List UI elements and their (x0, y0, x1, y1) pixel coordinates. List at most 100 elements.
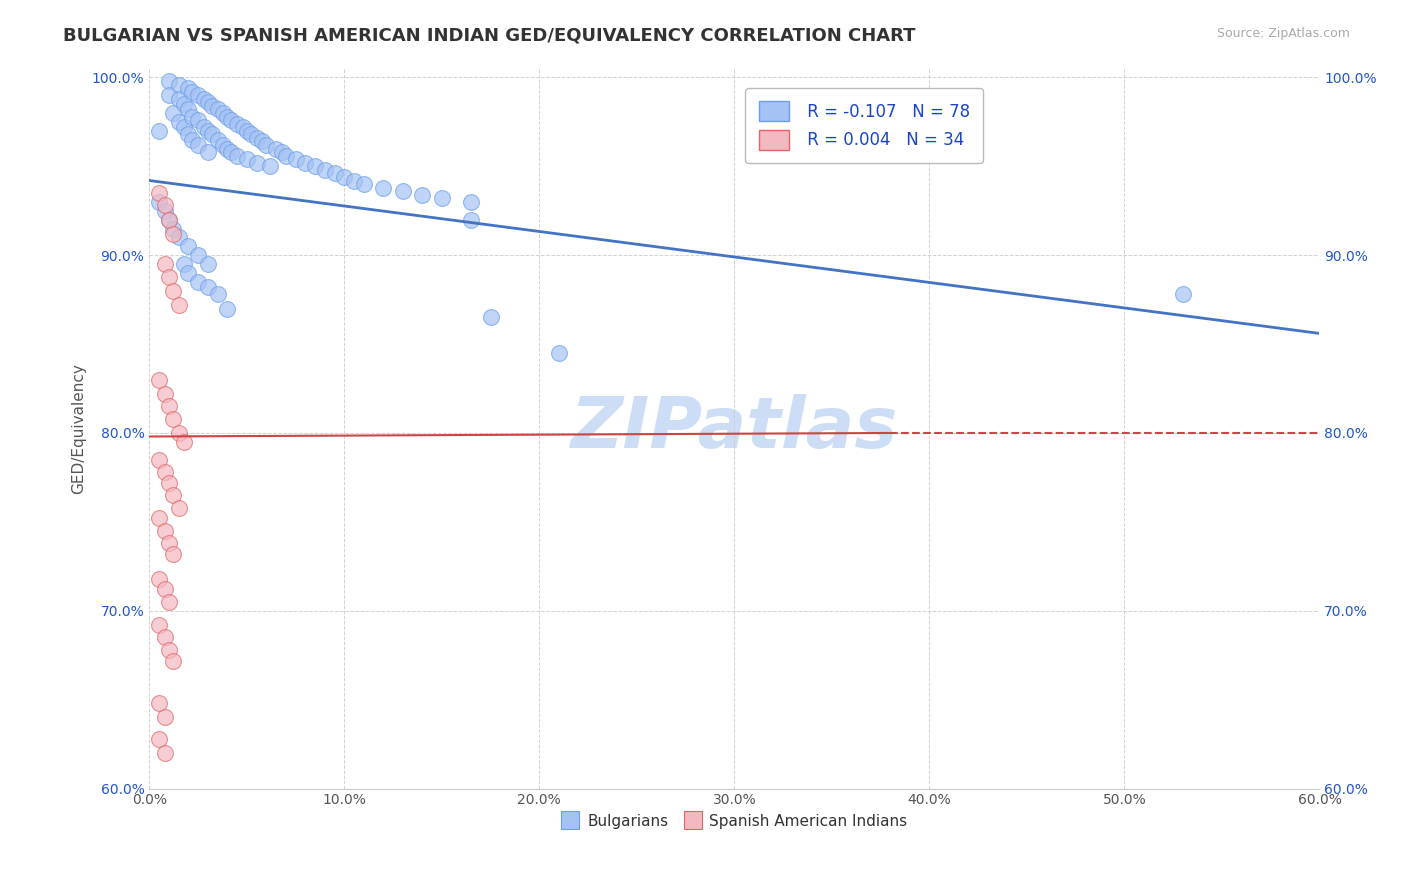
Point (148, 618, 170, 632)
Point (274, 148, 297, 162)
Point (148, 452, 170, 467)
Point (173, 120, 195, 135)
Point (193, 120, 215, 135)
Point (236, 152, 259, 166)
Point (479, 310, 502, 325)
Point (430, 191, 453, 205)
Point (162, 221, 184, 235)
Point (259, 159, 281, 173)
Point (236, 124, 259, 138)
Point (167, 78, 190, 92)
Point (167, 425, 190, 440)
Point (217, 110, 239, 124)
Point (207, 287, 229, 301)
Point (323, 166, 346, 180)
Point (162, 653, 184, 667)
Point (167, 115, 190, 129)
Point (148, 186, 170, 200)
Point (212, 138, 235, 153)
Point (162, 411, 184, 425)
Point (207, 133, 229, 147)
Point (181, 85, 204, 99)
Point (157, 399, 180, 413)
Point (181, 133, 204, 147)
Point (177, 103, 200, 117)
Point (343, 173, 366, 187)
Point (187, 248, 209, 262)
Point (148, 373, 170, 387)
Point (252, 135, 274, 149)
Point (153, 582, 176, 597)
Point (157, 269, 180, 284)
Point (167, 230, 190, 244)
Point (207, 103, 229, 117)
Point (153, 524, 176, 538)
Point (460, 212, 482, 227)
Point (162, 284, 184, 298)
Point (201, 128, 224, 142)
Text: Source: ZipAtlas.com: Source: ZipAtlas.com (1216, 27, 1350, 40)
Point (197, 257, 219, 271)
Point (219, 145, 242, 159)
Point (391, 184, 413, 198)
Point (162, 488, 184, 502)
Point (232, 120, 254, 135)
Point (219, 113, 242, 128)
Point (157, 643, 180, 657)
Point (226, 117, 249, 131)
Point (157, 212, 180, 227)
Point (193, 92, 215, 106)
Point (201, 99, 224, 113)
Point (212, 106, 235, 120)
Point (153, 710, 176, 724)
Point (153, 203, 176, 218)
Point (148, 124, 170, 138)
Point (197, 280, 219, 294)
Point (373, 180, 395, 194)
Point (162, 547, 184, 561)
Point (217, 301, 239, 316)
Point (187, 138, 209, 153)
Point (177, 81, 200, 95)
Point (173, 434, 195, 449)
Point (148, 731, 170, 746)
Point (187, 88, 209, 103)
Point (148, 194, 170, 209)
Point (162, 106, 184, 120)
Point (157, 212, 180, 227)
Point (153, 465, 176, 479)
Point (304, 159, 326, 173)
Point (270, 145, 292, 159)
Point (157, 74, 180, 88)
Point (187, 275, 209, 289)
Point (460, 194, 482, 209)
Point (157, 475, 180, 490)
Point (264, 142, 287, 156)
Point (294, 155, 316, 169)
Point (254, 138, 277, 153)
Point (153, 631, 176, 645)
Text: BULGARIAN VS SPANISH AMERICAN INDIAN GED/EQUIVALENCY CORRELATION CHART: BULGARIAN VS SPANISH AMERICAN INDIAN GED… (63, 27, 915, 45)
Point (173, 257, 195, 271)
Point (153, 257, 176, 271)
Point (177, 128, 200, 142)
Point (177, 239, 200, 253)
Point (157, 595, 180, 609)
Point (411, 187, 433, 202)
Point (314, 162, 336, 177)
Point (284, 152, 307, 166)
Point (148, 572, 170, 586)
Point (217, 142, 239, 156)
Point (167, 92, 190, 106)
Point (181, 110, 204, 124)
Point (333, 169, 356, 184)
Point (245, 131, 267, 145)
Point (197, 145, 219, 159)
Legend: Bulgarians, Spanish American Indians: Bulgarians, Spanish American Indians (555, 807, 914, 835)
Y-axis label: GED/Equivalency: GED/Equivalency (72, 363, 86, 494)
Point (177, 266, 200, 280)
Point (153, 746, 176, 760)
Point (162, 227, 184, 241)
Point (157, 536, 180, 550)
Point (157, 88, 180, 103)
